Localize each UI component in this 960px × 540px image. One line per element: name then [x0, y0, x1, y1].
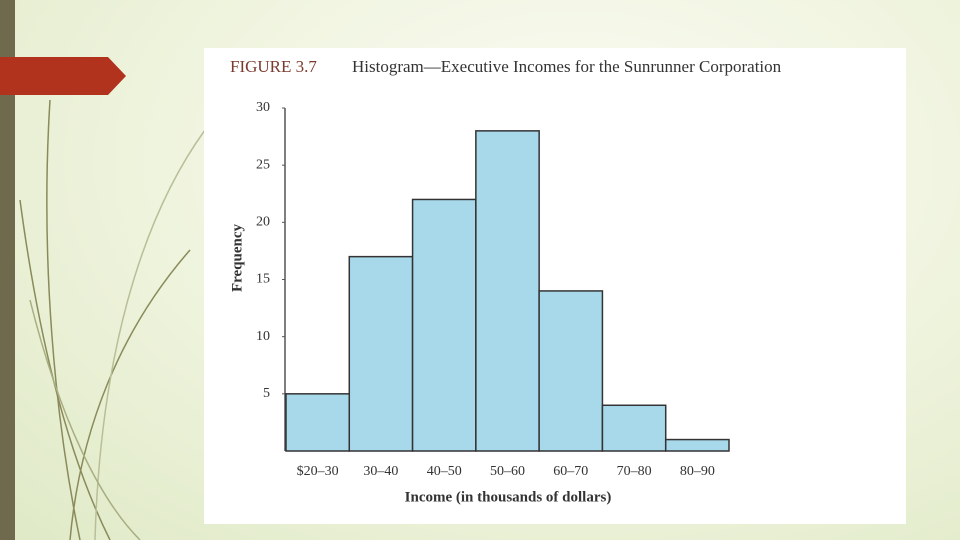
- x-tick-label: 40–50: [427, 464, 462, 479]
- header-arrow: [0, 57, 126, 95]
- x-tick-label: 60–70: [553, 464, 588, 479]
- decor-lines: [19, 99, 206, 540]
- y-tick-label: 25: [256, 157, 270, 172]
- x-axis-label: Income (in thousands of dollars): [405, 489, 612, 505]
- x-tick-label: 30–40: [363, 464, 398, 479]
- y-tick-label: 30: [256, 100, 270, 115]
- x-tick-label: 50–60: [490, 464, 525, 479]
- x-tick-label: 80–90: [680, 464, 715, 479]
- x-tick-label: 70–80: [617, 464, 652, 479]
- y-tick-label: 5: [263, 386, 270, 401]
- bar: [601, 404, 667, 452]
- bar: [411, 198, 477, 452]
- side-stripe: [0, 0, 15, 540]
- y-tick-label: 20: [256, 215, 270, 230]
- bar: [664, 438, 730, 452]
- figure-label: FIGURE 3.7: [230, 57, 317, 76]
- y-tick-label: 15: [256, 272, 270, 287]
- bar: [285, 393, 351, 452]
- bar: [348, 255, 414, 452]
- y-axis-label: Frequency: [229, 223, 245, 292]
- bar: [475, 130, 540, 452]
- y-tick-label: 10: [256, 329, 270, 344]
- chart-title: Histogram—Executive Incomes for the Sunr…: [352, 57, 782, 76]
- x-tick-label: $20–30: [297, 464, 339, 479]
- bar: [538, 290, 604, 452]
